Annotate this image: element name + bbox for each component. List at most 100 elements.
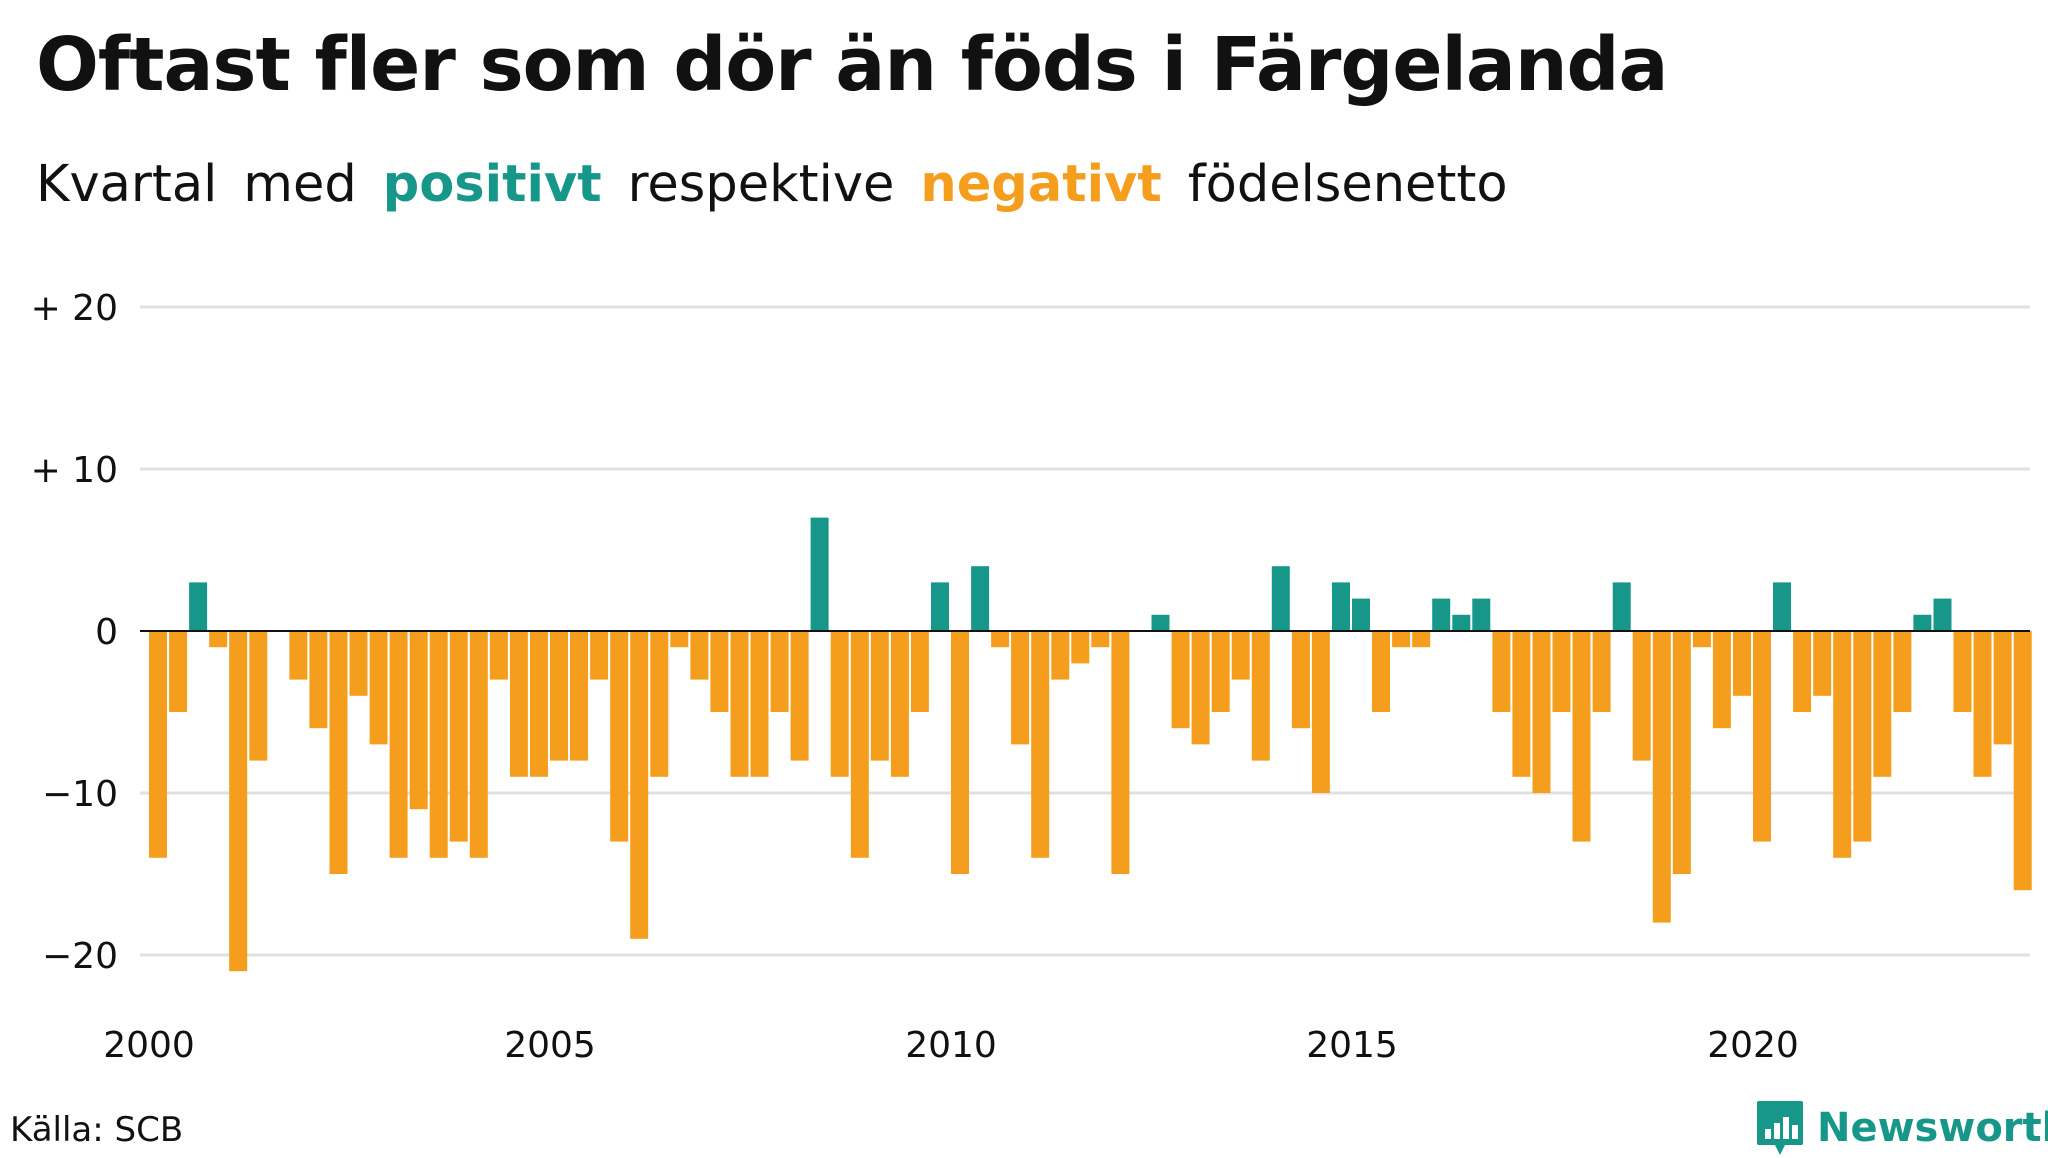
bar-negative: [710, 631, 729, 712]
x-tick-label: 2005: [504, 1025, 596, 1066]
subtitle-negative-label: negativt: [920, 155, 1162, 214]
bar-negative: [550, 631, 568, 761]
bar-positive: [1352, 598, 1370, 631]
subtitle-positive-label: positivt: [382, 155, 602, 214]
bar-negative: [1753, 631, 1771, 842]
bar-negative: [630, 631, 649, 939]
bar-positive: [1452, 614, 1471, 631]
bar-negative: [1392, 631, 1411, 648]
x-tick-label: 2015: [1306, 1025, 1398, 1066]
bar-negative: [409, 631, 428, 810]
bar-negative: [1412, 631, 1431, 648]
bar-negative: [209, 631, 228, 648]
bar-negative: [469, 631, 488, 858]
bar-negative: [1592, 631, 1611, 712]
bar-negative: [1712, 631, 1731, 729]
bar-positive: [1612, 582, 1631, 631]
subtitle-word-respektive: respektive: [627, 155, 895, 214]
bar-negative: [650, 631, 669, 777]
bar-negative: [770, 631, 789, 712]
bar-negative: [1733, 631, 1751, 696]
bar-negative: [1833, 631, 1852, 858]
bar-positive: [810, 517, 829, 631]
bar-negative: [790, 631, 809, 761]
bar-negative: [1492, 631, 1511, 712]
bar-positive: [1472, 598, 1491, 631]
bar-negative: [1311, 631, 1330, 793]
bar-negative: [750, 631, 769, 777]
bar-negative: [991, 631, 1010, 648]
x-tick-label: 2010: [905, 1025, 997, 1066]
bar-negative: [309, 631, 328, 729]
bar-negative: [1572, 631, 1591, 842]
bar-negative: [329, 631, 348, 874]
newsworthy-logo-text: Newsworthy: [1817, 1105, 2048, 1151]
bar-negative: [1993, 631, 2012, 745]
bar-positive: [971, 566, 990, 631]
bar-negative: [690, 631, 709, 680]
bar-negative: [610, 631, 629, 842]
bar-positive: [1933, 598, 1952, 631]
bar-positive: [1432, 598, 1451, 631]
bar-negative: [1973, 631, 1992, 777]
bar-negative: [1692, 631, 1711, 648]
bar-negative: [1893, 631, 1912, 712]
bar-negative: [1091, 631, 1110, 648]
bar-negative: [349, 631, 368, 696]
bar-negative: [1552, 631, 1571, 712]
bar-negative: [670, 631, 689, 648]
source-note: Källa: SCB: [10, 1110, 184, 1150]
subtitle-word-fodelsenetto: födelsenetto: [1187, 155, 1508, 214]
bar-negative: [1051, 631, 1070, 680]
subtitle-word-med: med: [243, 155, 357, 214]
bar-negative: [1632, 631, 1651, 761]
bar-negative: [1372, 631, 1390, 712]
bar-negative: [890, 631, 909, 777]
x-tick-label: 2000: [103, 1025, 195, 1066]
bar-negative: [289, 631, 308, 680]
y-tick-label: −10: [42, 774, 118, 815]
bar-negative: [910, 631, 929, 712]
bar-negative: [1191, 631, 1210, 745]
bar-negative: [429, 631, 448, 858]
bar-negative: [830, 631, 849, 777]
bar-negative: [229, 631, 248, 972]
y-tick-label: −20: [42, 936, 118, 977]
bar-negative: [1953, 631, 1972, 712]
bar-positive: [1151, 614, 1170, 631]
bar-negative: [1793, 631, 1812, 712]
bar-negative: [449, 631, 468, 842]
bar-negative: [1031, 631, 1050, 858]
newsworthy-logo-icon: [1757, 1101, 1803, 1155]
bar-negative: [1011, 631, 1030, 745]
bar-negative: [1813, 631, 1832, 696]
bar-negative: [489, 631, 508, 680]
y-tick-label: + 10: [31, 450, 118, 491]
bar-negative: [570, 631, 588, 761]
bar-negative: [1211, 631, 1230, 712]
bar-negative: [730, 631, 749, 777]
bar-negative: [530, 631, 548, 777]
bar-positive: [1773, 582, 1791, 631]
bar-negative: [1652, 631, 1671, 923]
bar-negative: [850, 631, 869, 858]
bar-negative: [951, 631, 969, 874]
subtitle-word-kvartal: Kvartal: [36, 155, 218, 214]
bar-negative: [1291, 631, 1310, 729]
bar-positive: [1271, 566, 1290, 631]
bar-negative: [1672, 631, 1691, 874]
bar-negative: [2013, 631, 2032, 891]
bar-positive: [1332, 582, 1350, 631]
x-tick-label: 2020: [1707, 1025, 1799, 1066]
chart-subtitle: Kvartal med positivt respektive negativt föde…: [36, 155, 1534, 214]
chart-title: Oftast fler som dör än föds i Färgelanda: [36, 22, 1668, 108]
bar-negative: [1251, 631, 1270, 761]
bar-negative: [509, 631, 528, 777]
bar-negative: [369, 631, 388, 745]
bar-negative: [1231, 631, 1250, 680]
bar-positive: [189, 582, 208, 631]
bar-negative: [149, 631, 167, 858]
bar-negative: [870, 631, 889, 761]
bar-negative: [249, 631, 268, 761]
